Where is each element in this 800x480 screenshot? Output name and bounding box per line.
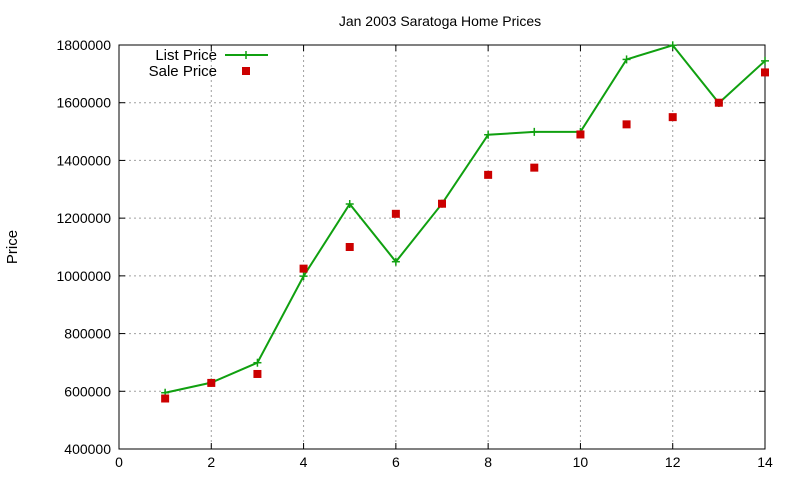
y-tick-label: 800000 xyxy=(64,326,111,342)
data-point xyxy=(530,127,539,136)
x-tick-label: 4 xyxy=(300,454,308,470)
data-point xyxy=(576,130,585,139)
x-tick-label: 0 xyxy=(115,454,123,470)
data-point xyxy=(345,200,354,209)
series-sale-price xyxy=(161,68,769,403)
y-tick-label: 1000000 xyxy=(56,268,111,284)
y-tick-label: 600000 xyxy=(64,383,111,399)
y-tick-label: 400000 xyxy=(64,441,111,457)
y-tick-label: 1200000 xyxy=(56,210,111,226)
data-point xyxy=(391,257,400,266)
data-point xyxy=(530,163,539,172)
series-list-price xyxy=(161,41,769,397)
x-tick-label: 12 xyxy=(665,454,681,470)
data-point xyxy=(438,199,446,208)
data-point xyxy=(345,243,354,251)
data-point xyxy=(207,378,216,387)
x-tick-label: 2 xyxy=(207,454,215,470)
data-point xyxy=(622,55,631,64)
data-point xyxy=(761,68,769,77)
x-tick-label: 10 xyxy=(573,454,589,470)
legend-marker xyxy=(242,67,250,75)
data-point xyxy=(299,272,308,281)
axes: 0 2 4 6 8 10 12 14 400000 600000 800000 1000000 1200… xyxy=(56,37,773,470)
plot-frame xyxy=(118,44,766,450)
y-tick-label: 1400000 xyxy=(56,152,111,168)
data-point xyxy=(484,130,493,139)
x-tick-label: 14 xyxy=(757,454,773,470)
legend-label: Sale Price xyxy=(149,63,217,80)
x-tick-label: 6 xyxy=(392,454,400,470)
data-point xyxy=(161,394,170,403)
data-point xyxy=(253,358,262,367)
legend-marker xyxy=(242,51,250,59)
data-point xyxy=(391,209,400,218)
data-point xyxy=(714,98,723,107)
data-point xyxy=(668,113,677,122)
data-point xyxy=(668,41,677,50)
data-point xyxy=(622,120,631,129)
legend-label: List Price xyxy=(155,47,217,64)
data-point xyxy=(299,264,308,273)
chart-title: Jan 2003 Saratoga Home Prices xyxy=(339,13,541,29)
x-tick-label: 8 xyxy=(484,454,492,470)
series-layer xyxy=(161,41,769,403)
y-axis-label: Price xyxy=(4,230,21,264)
y-tick-label: 1600000 xyxy=(56,95,111,111)
data-point xyxy=(484,170,493,179)
data-point xyxy=(253,369,262,378)
data-point xyxy=(761,56,769,65)
grid-lines xyxy=(119,45,765,449)
y-tick-label: 1800000 xyxy=(56,37,111,53)
series-line xyxy=(164,44,766,394)
